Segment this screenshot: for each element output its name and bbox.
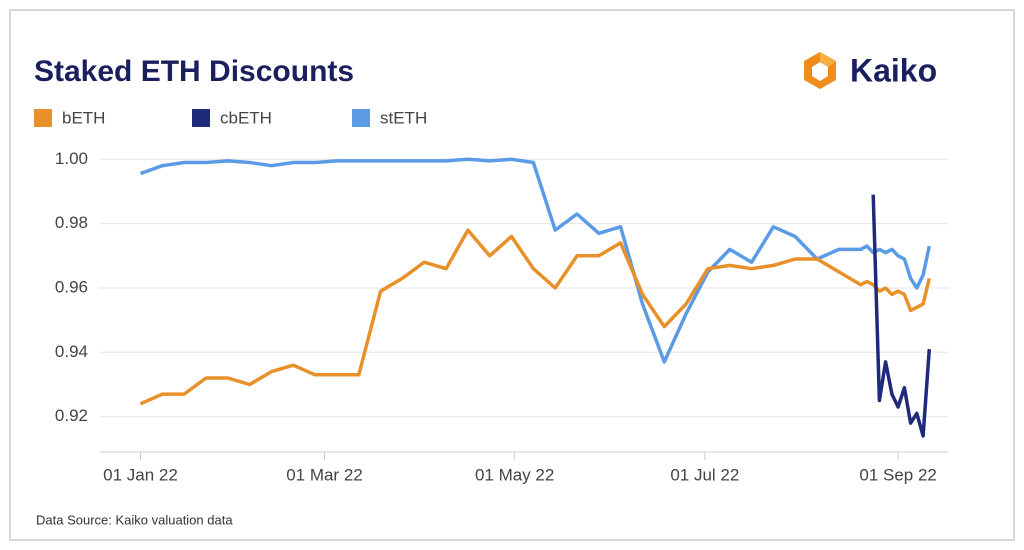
logo-text: Kaiko	[850, 52, 937, 88]
x-tick-label: 01 Jan 22	[103, 465, 178, 484]
x-tick-label: 01 Sep 22	[859, 465, 937, 484]
legend-label: stETH	[380, 108, 427, 127]
legend-swatch	[192, 109, 210, 127]
y-tick-label: 1.00	[55, 149, 88, 168]
y-tick-label: 0.94	[55, 342, 88, 361]
x-tick-label: 01 May 22	[475, 465, 554, 484]
logo-icon	[804, 52, 836, 89]
series-line	[139, 228, 932, 406]
legend-label: bETH	[62, 108, 105, 127]
legend-label: cbETH	[220, 108, 272, 127]
source-note: Data Source: Kaiko valuation data	[36, 512, 233, 527]
x-tick-label: 01 Jul 22	[670, 465, 739, 484]
legend-swatch	[352, 109, 370, 127]
y-tick-label: 0.98	[55, 213, 88, 232]
legend-swatch	[34, 109, 52, 127]
y-tick-label: 0.92	[55, 406, 88, 425]
chart-title: Staked ETH Discounts	[34, 55, 354, 88]
y-tick-label: 0.96	[55, 277, 88, 296]
series-line	[139, 157, 932, 364]
frame	[9, 9, 1015, 541]
x-tick-label: 01 Mar 22	[286, 465, 363, 484]
series-line	[871, 194, 932, 438]
